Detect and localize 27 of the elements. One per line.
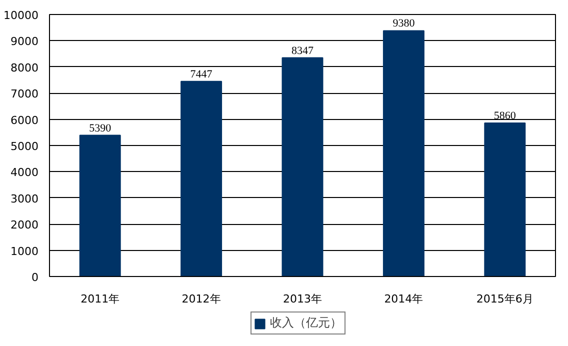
y-tick-label: 6000 bbox=[10, 114, 39, 127]
bar bbox=[282, 57, 324, 276]
bar bbox=[79, 134, 121, 276]
y-tick-label: 7000 bbox=[10, 88, 39, 101]
y-tick-label: 9000 bbox=[10, 35, 39, 48]
bar bbox=[180, 80, 222, 276]
data-label: 5860 bbox=[494, 110, 516, 122]
y-tick-label: 3000 bbox=[10, 192, 39, 206]
x-tick-label: 2015年6月 bbox=[476, 292, 534, 306]
data-label: 9380 bbox=[392, 18, 416, 30]
y-tick-label: 5000 bbox=[10, 140, 39, 153]
y-tick-label: 0 bbox=[32, 271, 38, 284]
x-tick-label: 2013年 bbox=[283, 292, 322, 306]
x-tick-label: 2011年 bbox=[80, 292, 120, 306]
y-tick-label: 1000 bbox=[10, 244, 39, 258]
y-tick-label: 2000 bbox=[10, 218, 39, 232]
legend-label: 收入（亿元） bbox=[270, 314, 342, 332]
bar bbox=[484, 122, 526, 276]
data-label: 8347 bbox=[292, 44, 314, 57]
bar bbox=[382, 30, 424, 276]
x-tick-label: 2012年 bbox=[182, 292, 221, 306]
data-label: 5390 bbox=[89, 122, 112, 134]
y-tick-label: 8000 bbox=[10, 61, 39, 74]
data-label: 7447 bbox=[190, 68, 213, 80]
y-tick-label: 4000 bbox=[10, 166, 39, 180]
x-tick-label: 2014年 bbox=[384, 292, 424, 306]
y-tick-label: 10000 bbox=[4, 9, 39, 22]
